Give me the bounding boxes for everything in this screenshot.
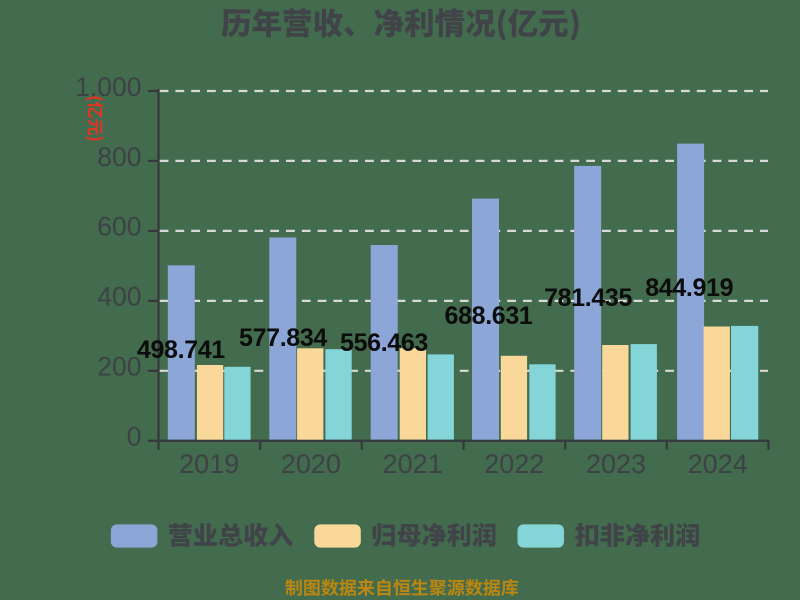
svg-text:2021: 2021 — [383, 449, 443, 479]
svg-text:2022: 2022 — [484, 449, 544, 479]
svg-text:844.919: 844.919 — [645, 274, 733, 302]
svg-text:577.834: 577.834 — [239, 324, 327, 352]
svg-text:2019: 2019 — [179, 449, 239, 479]
svg-text:800: 800 — [97, 142, 141, 172]
svg-text:200: 200 — [97, 352, 141, 382]
svg-text:1,000: 1,000 — [75, 72, 141, 102]
svg-text:2020: 2020 — [281, 449, 341, 479]
svg-text:688.631: 688.631 — [445, 302, 533, 330]
svg-text:556.463: 556.463 — [340, 329, 428, 357]
svg-text:498.741: 498.741 — [137, 336, 225, 364]
svg-text:400: 400 — [97, 282, 141, 312]
svg-text:781.435: 781.435 — [544, 284, 632, 312]
svg-text:2023: 2023 — [586, 449, 646, 479]
svg-text:2024: 2024 — [688, 449, 748, 479]
svg-text:600: 600 — [97, 212, 141, 242]
svg-text:0: 0 — [127, 422, 142, 452]
